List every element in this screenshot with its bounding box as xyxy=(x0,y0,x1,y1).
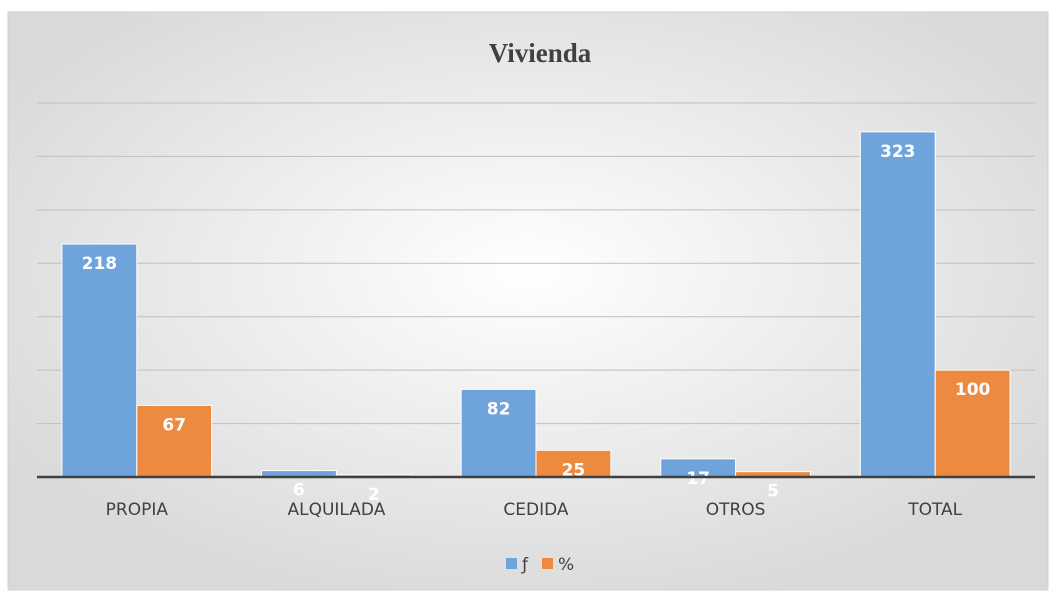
data-label: 2 xyxy=(368,485,380,505)
bar xyxy=(136,404,213,478)
data-label: 218 xyxy=(82,254,118,274)
legend-label: % xyxy=(558,555,574,575)
data-label: 25 xyxy=(562,460,586,480)
legend-swatch xyxy=(542,558,553,569)
x-tick-label: CEDIDA xyxy=(503,500,569,520)
bar xyxy=(61,243,138,478)
x-tick-label: TOTAL xyxy=(907,500,962,520)
legend-swatch xyxy=(506,558,517,569)
data-label: 6 xyxy=(293,481,305,501)
bar xyxy=(859,131,936,478)
data-label: 323 xyxy=(880,142,916,162)
data-label: 82 xyxy=(487,399,511,419)
x-tick-label: PROPIA xyxy=(106,500,169,520)
data-label: 5 xyxy=(767,482,779,502)
data-label: 67 xyxy=(162,415,186,435)
x-tick-label: OTROS xyxy=(706,500,766,520)
chart-title: Vivienda xyxy=(489,38,592,68)
legend-label: ƒ xyxy=(520,555,529,575)
bar xyxy=(934,369,1011,478)
data-label: 17 xyxy=(686,469,710,489)
data-label: 100 xyxy=(955,380,991,400)
x-tick-label: ALQUILADA xyxy=(287,500,385,520)
bar xyxy=(460,388,537,478)
